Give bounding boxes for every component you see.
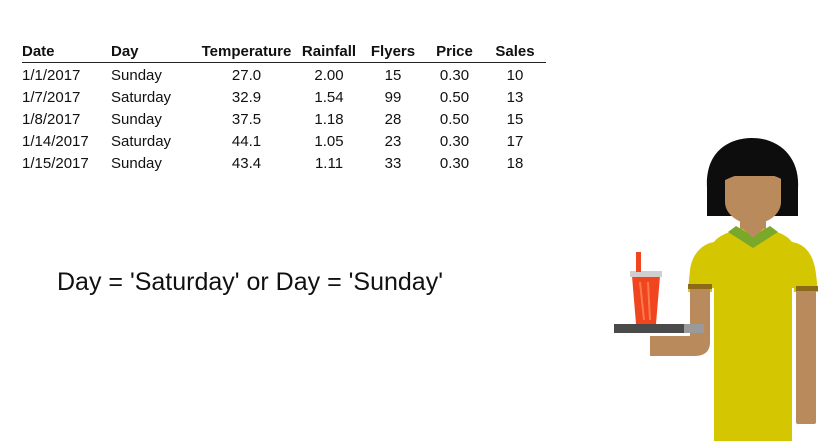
cell-price: 0.30	[439, 155, 470, 172]
cell-flyers: 28	[384, 111, 402, 128]
column-header-temperature: Temperature	[196, 40, 297, 63]
cell-rainfall: 1.11	[314, 155, 344, 172]
cell-temperature: 37.5	[231, 111, 262, 128]
cell-flyers: 99	[384, 89, 402, 106]
tray-edge	[684, 324, 704, 333]
cell-day: Sunday	[111, 67, 162, 84]
cell-day: Sunday	[111, 111, 162, 128]
cell-price: 0.50	[439, 89, 470, 106]
data-table: Date Day Temperature Rainfall Flyers Pri…	[22, 40, 546, 174]
face	[725, 176, 781, 224]
cell-rainfall: 2.00	[314, 67, 344, 84]
cell-temperature: 43.4	[231, 155, 262, 172]
column-header-price: Price	[425, 40, 484, 63]
cell-date: 1/7/2017	[22, 89, 81, 106]
vendor-woman-with-drink-tray-icon	[614, 138, 818, 441]
table-row: 1/8/2017 Sunday 37.5 1.18 28 0.50 15	[22, 108, 546, 130]
cell-day: Sunday	[111, 155, 162, 172]
column-header-flyers: Flyers	[361, 40, 425, 63]
cup-lid	[630, 271, 662, 277]
cup-stripes	[639, 281, 651, 321]
column-header-sales: Sales	[484, 40, 546, 63]
column-header-date: Date	[22, 40, 111, 63]
column-header-day: Day	[111, 40, 196, 63]
cell-rainfall: 1.18	[314, 111, 344, 128]
cell-price: 0.50	[439, 111, 470, 128]
shirt-sleeve-left	[688, 242, 714, 292]
cell-date: 1/8/2017	[22, 111, 81, 128]
cell-sales: 13	[506, 89, 524, 106]
cell-sales: 18	[506, 155, 524, 172]
collar-v	[742, 228, 764, 238]
arm-right	[796, 290, 816, 424]
cell-flyers: 15	[384, 67, 402, 84]
column-header-rainfall: Rainfall	[297, 40, 361, 63]
cell-flyers: 23	[384, 133, 402, 150]
cell-temperature: 32.9	[231, 89, 262, 106]
cell-sales: 10	[506, 67, 524, 84]
cell-date: 1/14/2017	[22, 133, 89, 150]
table-row: 1/1/2017 Sunday 27.0 2.00 15 0.30 10	[22, 63, 546, 87]
shirt-sleeve-right	[792, 242, 818, 292]
cell-sales: 17	[506, 133, 524, 150]
cell-day: Saturday	[111, 133, 172, 150]
table-header-row: Date Day Temperature Rainfall Flyers Pri…	[22, 40, 546, 63]
cell-rainfall: 1.54	[314, 89, 344, 106]
tray	[614, 324, 704, 333]
cell-flyers: 33	[384, 155, 402, 172]
table-row: 1/15/2017 Sunday 43.4 1.11 33 0.30 18	[22, 152, 546, 174]
arm-left	[650, 288, 710, 356]
shirt	[708, 228, 798, 441]
cell-temperature: 44.1	[231, 133, 262, 150]
table-row: 1/7/2017 Saturday 32.9 1.54 99 0.50 13	[22, 86, 546, 108]
table-row: 1/14/2017 Saturday 44.1 1.05 23 0.30 17	[22, 130, 546, 152]
cell-price: 0.30	[439, 67, 470, 84]
cell-rainfall: 1.05	[314, 133, 344, 150]
cell-date: 1/15/2017	[22, 155, 89, 172]
arm-right-cuff	[796, 286, 818, 291]
cell-sales: 15	[506, 111, 524, 128]
filter-formula: Day = 'Saturday' or Day = 'Sunday'	[57, 268, 443, 296]
arm-left-cuff	[688, 284, 712, 289]
cell-day: Saturday	[111, 89, 172, 106]
cell-date: 1/1/2017	[22, 67, 81, 84]
hair-bangs	[722, 162, 786, 182]
cup-straw	[636, 252, 641, 272]
cup	[632, 276, 660, 324]
cell-temperature: 27.0	[231, 67, 262, 84]
cell-price: 0.30	[439, 133, 470, 150]
